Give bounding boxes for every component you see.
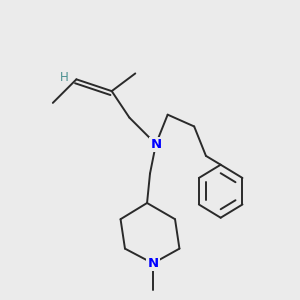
Text: H: H	[60, 71, 68, 84]
Text: N: N	[147, 257, 158, 270]
Text: N: N	[150, 138, 161, 151]
